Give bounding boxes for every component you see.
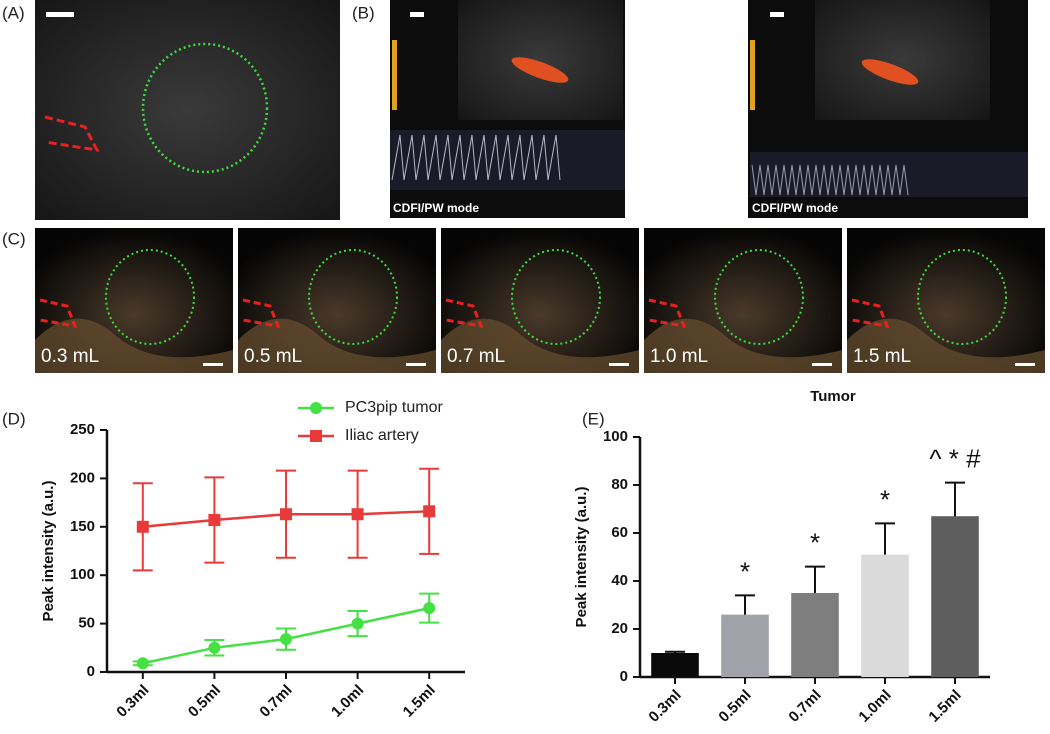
artery-outline <box>648 298 687 328</box>
x-tick-label: 1.0ml <box>855 687 894 726</box>
legend-marker <box>310 430 322 442</box>
volume-label: 1.5 mL <box>853 346 911 367</box>
tumor-outline <box>105 249 195 345</box>
y-tick-label: 80 <box>611 476 628 493</box>
volume-label: 1.0 mL <box>650 346 708 367</box>
x-tick-label: 1.0ml <box>328 682 367 721</box>
marker <box>280 633 292 646</box>
significance-mark: * <box>810 527 820 557</box>
artery-outline <box>39 298 78 328</box>
y-axis-label: Peak intensity (a.u.) <box>40 481 57 622</box>
panel-label: (B) <box>352 3 375 22</box>
ultrasound-image <box>35 0 340 220</box>
x-tick-label: 0.3ml <box>113 682 152 721</box>
scale-bar <box>812 363 832 366</box>
tumor-outline <box>511 249 601 345</box>
scale-bar <box>609 363 629 366</box>
x-tick-label: 0.7ml <box>256 682 295 721</box>
y-tick-label: 40 <box>611 572 628 589</box>
x-tick-label: 0.5ml <box>715 687 754 726</box>
y-tick-label: 0 <box>620 668 628 685</box>
artery-outline <box>242 298 281 328</box>
marker <box>136 657 149 670</box>
contrast-image: 0.3 mL <box>35 228 233 373</box>
y-tick-label: 0 <box>87 663 95 680</box>
bar <box>721 614 769 677</box>
mode-label: CDFI/PW mode <box>752 201 838 215</box>
scale-bar <box>1015 363 1035 366</box>
x-tick-label: 1.5ml <box>925 687 964 726</box>
volume-label: 0.3 mL <box>41 346 99 367</box>
bar <box>651 653 699 677</box>
legend-label: Iliac artery <box>345 427 419 444</box>
marker <box>136 520 149 533</box>
doppler-image: CDFI/PW mode <box>390 0 625 218</box>
significance-mark: * <box>880 484 890 514</box>
x-tick-label: 1.5ml <box>400 682 439 721</box>
y-tick-label: 100 <box>603 428 628 445</box>
panel-label: (E) <box>582 409 605 428</box>
tissue <box>644 318 842 373</box>
significance-mark: * <box>740 556 750 586</box>
artery-outline <box>851 298 890 328</box>
y-tick-label: 150 <box>70 518 95 535</box>
contrast-images: 0.3 mL 0.5 mL 0.7 mL 1.0 mL 1.5 mL <box>35 228 1045 373</box>
legend-label: PC3pip tumor <box>345 399 443 416</box>
doppler-image: CDFI/PW mode <box>748 0 1028 218</box>
chart-title: Tumor <box>810 388 856 405</box>
y-axis-label: Peak intensity (a.u.) <box>573 487 590 628</box>
mode-label: CDFI/PW mode <box>393 201 479 215</box>
y-tick-label: 100 <box>70 566 95 583</box>
volume-label: 0.7 mL <box>447 346 505 367</box>
tumor-outline <box>714 249 804 345</box>
marker <box>351 617 364 630</box>
x-tick-label: 0.3ml <box>645 687 684 726</box>
y-tick-label: 50 <box>78 615 95 632</box>
contrast-image: 1.0 mL <box>644 228 842 373</box>
y-tick-label: 60 <box>611 524 628 541</box>
panel-label: (C) <box>2 229 26 248</box>
bar <box>931 516 979 677</box>
x-tick-label: 0.5ml <box>185 682 224 721</box>
y-tick-label: 250 <box>70 421 95 438</box>
tissue <box>441 318 639 373</box>
marker <box>208 641 221 654</box>
scale-bar <box>406 363 426 366</box>
marker <box>423 602 436 615</box>
marker <box>208 514 221 527</box>
significance-mark: ^ * # <box>929 443 981 473</box>
x-tick-label: 0.7ml <box>785 687 824 726</box>
tumor-outline <box>917 249 1007 345</box>
bar <box>861 554 909 677</box>
tissue <box>35 318 233 373</box>
contrast-image: 0.5 mL <box>238 228 436 373</box>
contrast-image: 1.5 mL <box>847 228 1045 373</box>
panel-label: (D) <box>2 409 26 428</box>
scale-bar <box>203 363 223 366</box>
marker <box>280 508 292 521</box>
artery-outline <box>445 298 484 328</box>
legend-marker <box>310 402 322 414</box>
tissue <box>847 318 1045 373</box>
marker <box>351 508 364 521</box>
volume-label: 0.5 mL <box>244 346 302 367</box>
contrast-image: 0.7 mL <box>441 228 639 373</box>
y-tick-label: 200 <box>70 469 95 486</box>
tumor-outline <box>308 249 398 345</box>
bar <box>791 593 839 677</box>
y-tick-label: 20 <box>611 620 628 637</box>
tissue <box>238 318 436 373</box>
panel-label: (A) <box>2 3 25 22</box>
marker <box>423 505 436 518</box>
